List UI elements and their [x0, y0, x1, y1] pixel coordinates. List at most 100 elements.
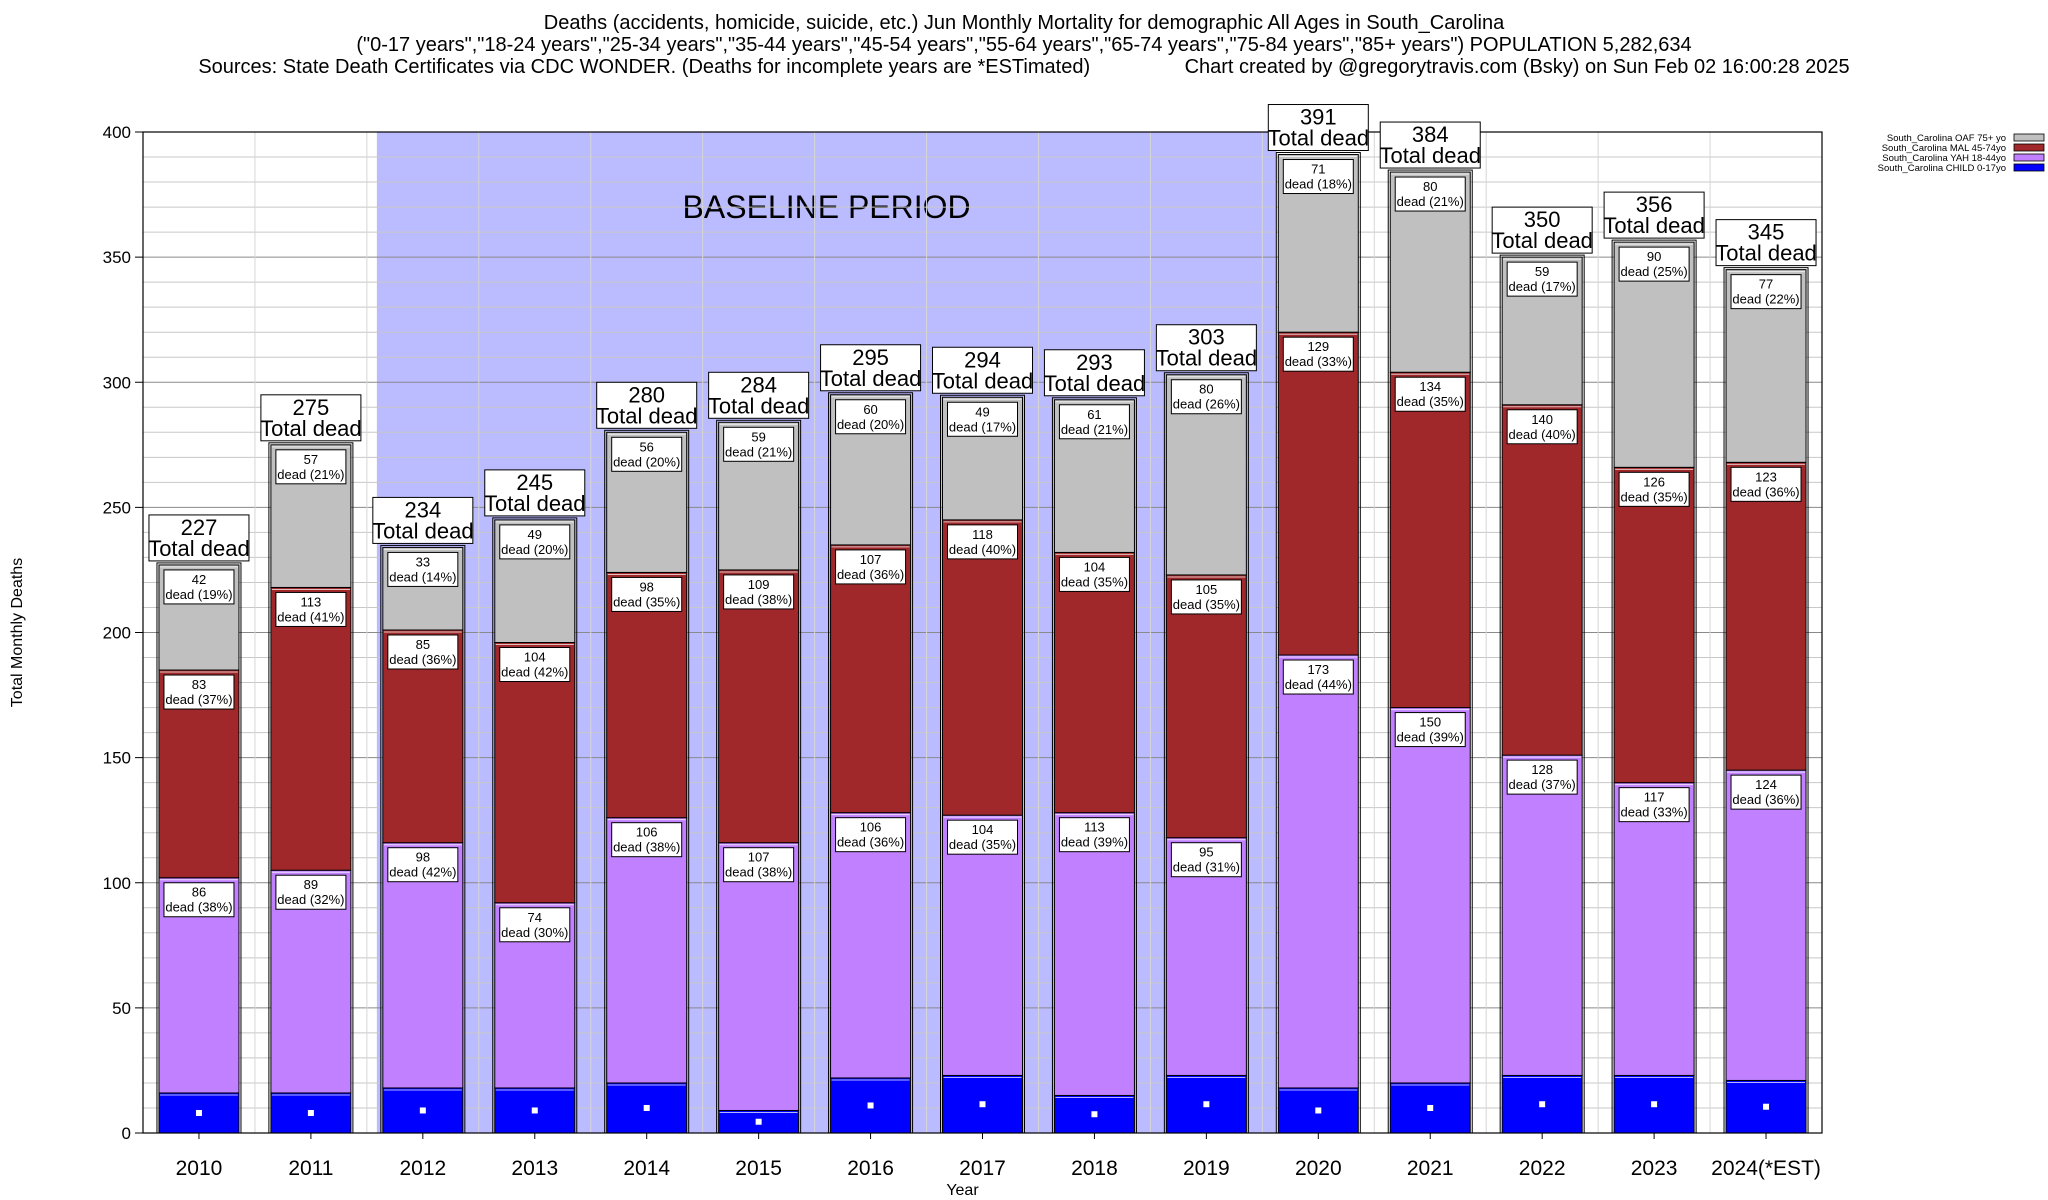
y-tick-label: 300	[103, 373, 131, 392]
x-tick-label: 2024(*EST)	[1711, 1157, 1821, 1180]
segment-count-label: 107	[860, 552, 882, 567]
segment-share-label: dead (35%)	[1173, 597, 1240, 612]
segment-label-box	[1170, 842, 1242, 878]
segment-label-box	[1618, 471, 1690, 507]
total-suffix-label: Total dead	[1156, 346, 1258, 371]
segment-label-box	[835, 817, 907, 853]
x-tick-label: 2016	[847, 1157, 894, 1180]
segment-share-label: dead (42%)	[501, 665, 568, 680]
bar-segment	[1389, 371, 1471, 709]
segment-label-box	[723, 574, 795, 610]
segment-share-label: dead (40%)	[1509, 427, 1576, 442]
segment-count-label: 49	[528, 527, 542, 542]
segment-count-label: 117	[1644, 790, 1665, 805]
segment-count-label: 106	[860, 820, 882, 835]
total-count-label: 294	[964, 347, 1001, 372]
bar-segment	[270, 586, 352, 871]
child-marker	[979, 1101, 986, 1108]
y-tick-label: 50	[112, 999, 131, 1018]
child-marker	[1763, 1103, 1770, 1110]
child-marker	[867, 1102, 874, 1109]
segment-share-label: dead (18%)	[1285, 177, 1352, 192]
segment-share-label: dead (19%)	[165, 587, 232, 602]
segment-count-label: 140	[1531, 412, 1553, 427]
segment-count-label: 124	[1755, 777, 1777, 792]
bar-segment	[1277, 654, 1359, 1089]
total-count-label: 303	[1188, 325, 1225, 350]
x-tick-label: 2018	[1071, 1157, 1118, 1180]
segment-share-label: dead (35%)	[1061, 574, 1128, 589]
segment-label-box	[1058, 556, 1130, 592]
bar-segment	[1725, 461, 1807, 771]
y-tick-label: 400	[103, 123, 131, 142]
total-suffix-label: Total dead	[1603, 213, 1705, 238]
segment-count-label: 98	[416, 850, 430, 865]
segment-share-label: dead (44%)	[1285, 677, 1352, 692]
total-count-label: 284	[740, 372, 777, 397]
x-tick-label: 2010	[176, 1157, 223, 1180]
segment-count-label: 33	[416, 554, 430, 569]
segment-label-box	[163, 882, 235, 918]
segment-share-label: dead (14%)	[389, 569, 456, 584]
x-tick-label: 2014	[623, 1157, 670, 1180]
segment-count-label: 59	[1535, 264, 1549, 279]
total-count-label: 391	[1300, 105, 1337, 130]
segment-label-box	[1730, 466, 1802, 502]
segment-share-label: dead (37%)	[165, 692, 232, 707]
child-marker	[755, 1118, 762, 1125]
total-suffix-label: Total dead	[372, 518, 474, 543]
bar-segment	[1277, 331, 1359, 656]
segment-count-label: 109	[748, 577, 770, 592]
segment-label-box	[1730, 274, 1802, 310]
total-suffix-label: Total dead	[1044, 371, 1146, 396]
segment-label-box	[1618, 787, 1690, 823]
segment-count-label: 77	[1759, 277, 1773, 292]
segment-label-box	[611, 822, 683, 858]
segment-share-label: dead (25%)	[1620, 264, 1687, 279]
segment-share-label: dead (17%)	[949, 419, 1016, 434]
legend-swatch	[2013, 143, 2045, 152]
segment-label-box	[499, 907, 571, 943]
x-tick-label: 2019	[1183, 1157, 1230, 1180]
total-count-label: 293	[1076, 350, 1113, 375]
total-count-label: 227	[181, 515, 218, 540]
x-axis-title: Year	[946, 1182, 979, 1199]
segment-label-box	[835, 549, 907, 585]
segment-share-label: dead (38%)	[165, 900, 232, 915]
chart-subtitle-source: Sources: State Death Certificates via CD…	[0, 56, 2048, 78]
segment-count-label: 42	[192, 572, 206, 587]
y-tick-label: 0	[122, 1124, 131, 1143]
segment-share-label: dead (42%)	[389, 865, 456, 880]
segment-count-label: 123	[1755, 469, 1777, 484]
bar-segment	[382, 842, 464, 1089]
legend-label: South_Carolina OAF 75+ yo	[1887, 133, 2006, 144]
segment-share-label: dead (41%)	[277, 609, 344, 624]
segment-share-label: dead (38%)	[725, 865, 792, 880]
segment-count-label: 113	[1084, 820, 1105, 835]
segment-label-box	[387, 551, 459, 587]
x-tick-label: 2017	[959, 1157, 1006, 1180]
segment-share-label: dead (21%)	[1397, 194, 1464, 209]
bar-segment	[1053, 551, 1135, 814]
y-axis-title: Total Monthly Deaths	[9, 558, 26, 707]
total-suffix-label: Total dead	[260, 416, 362, 441]
child-marker	[307, 1109, 314, 1116]
child-marker	[1651, 1101, 1658, 1108]
segment-label-box	[499, 524, 571, 560]
segment-count-label: 86	[192, 885, 206, 900]
segment-label-box	[835, 399, 907, 435]
segment-share-label: dead (20%)	[837, 417, 904, 432]
segment-count-label: 113	[301, 594, 322, 609]
segment-label-box	[1394, 176, 1466, 212]
segment-count-label: 126	[1643, 474, 1665, 489]
segment-count-label: 128	[1531, 762, 1553, 777]
total-count-label: 280	[628, 382, 665, 407]
segment-share-label: dead (22%)	[1732, 292, 1799, 307]
total-suffix-label: Total dead	[484, 491, 586, 516]
segment-share-label: dead (26%)	[1173, 397, 1240, 412]
bar-segment	[494, 642, 576, 904]
bar-segment	[1725, 769, 1807, 1081]
child-marker	[643, 1104, 650, 1111]
child-marker	[531, 1107, 538, 1114]
